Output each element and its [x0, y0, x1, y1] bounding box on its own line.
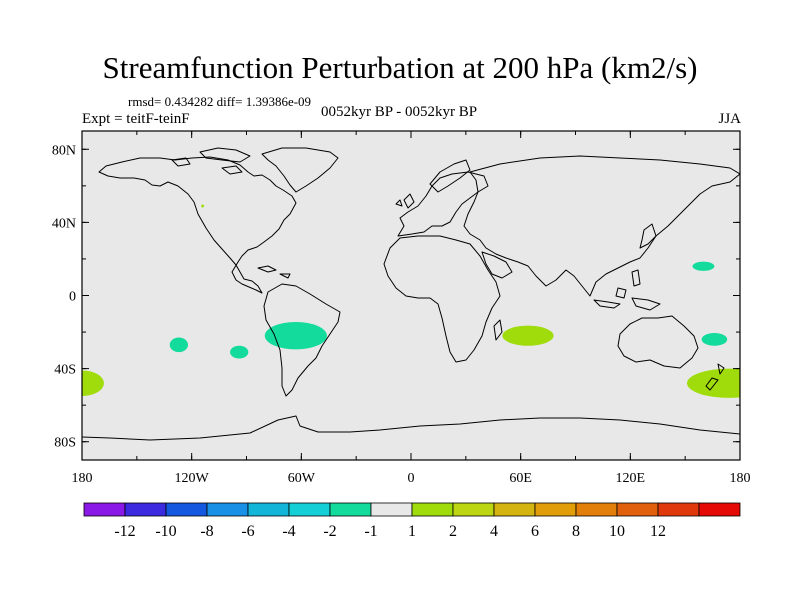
axis-layer: 80N 40N 0 40S 80S 180 120W 60W 0 60E 120E 180 — [52, 131, 751, 486]
lon-tick-label: 60E — [509, 471, 532, 486]
colorbar-swatch — [616, 502, 659, 517]
lat-tick-label: 80N — [52, 143, 76, 158]
colorbar-swatch — [575, 502, 618, 517]
coast-arabia — [481, 251, 513, 279]
coast-asia — [463, 155, 740, 297]
colorbar-label: 10 — [609, 523, 625, 540]
anomaly-southwest-pacific-negative — [701, 332, 728, 346]
lat-tick-label: 80S — [54, 436, 76, 451]
anomaly-east-pacific-negative — [169, 337, 189, 353]
lat-tick-label: 40N — [52, 216, 76, 231]
colorbar-swatch — [493, 502, 536, 517]
colorbar-label: 4 — [490, 523, 498, 540]
colorbar-label: 12 — [650, 523, 666, 540]
stats-subtitle: rmsd= 0.434282 diff= 1.39386e-09 — [128, 94, 312, 109]
anomaly-southeast-pacific-negative — [230, 345, 249, 359]
lon-tick-label: 180 — [730, 471, 751, 486]
coast-new-zealand — [705, 363, 725, 391]
plot-title: Streamfunction Perturbation at 200 hPa (… — [102, 50, 698, 85]
anomaly-layer — [82, 204, 740, 398]
colorbar-swatch — [329, 502, 372, 517]
anomaly-south-indian-positive — [502, 325, 554, 346]
colorbar-swatch — [165, 502, 208, 517]
colorbar-swatch — [657, 502, 700, 517]
coast-british-isles — [395, 193, 415, 209]
colorbar-label: -8 — [200, 523, 213, 540]
colorbar-swatch — [370, 502, 413, 517]
coast-indonesia — [593, 269, 661, 311]
colorbar-label: 6 — [531, 523, 539, 540]
coast-antarctica — [82, 415, 740, 441]
colorbar-label: -4 — [282, 523, 295, 540]
colorbar-label: -1 — [364, 523, 377, 540]
colorbar-label: -12 — [114, 523, 135, 540]
colorbar-swatch — [411, 502, 454, 517]
coast-africa — [383, 235, 501, 363]
anomaly-southwest-pacific-positive-east — [687, 368, 740, 398]
colorbar-swatch — [83, 502, 126, 517]
colorbar-label: 8 — [572, 523, 580, 540]
lon-tick-label: 120W — [175, 471, 210, 486]
lat-tick-label: 0 — [69, 290, 76, 305]
experiment-label: Expt = teitF-teinF — [82, 111, 190, 127]
lon-tick-label: 180 — [72, 471, 93, 486]
colorbar-swatch — [124, 502, 167, 517]
colorbar-swatch — [206, 502, 249, 517]
coast-madagascar — [493, 319, 503, 341]
anomaly-north-pacific-negative — [692, 261, 715, 271]
colorbar: -12 -10 -8 -6 -4 -2 -1 1 2 4 6 8 10 12 — [83, 502, 741, 540]
colorbar-swatch — [534, 502, 577, 517]
colorbar-swatch — [288, 502, 331, 517]
coast-australia — [617, 315, 699, 369]
colorbar-label: -6 — [241, 523, 254, 540]
coast-caribbean — [257, 265, 291, 279]
anomaly-south-america-negative — [264, 322, 327, 350]
coast-scandinavia — [429, 159, 471, 193]
time-range-label: 0052kyr BP - 0052kyr BP — [321, 104, 478, 120]
lat-tick-label: 40S — [54, 363, 76, 378]
colorbar-swatch — [247, 502, 290, 517]
colorbar-label: -2 — [323, 523, 336, 540]
coast-europe — [397, 171, 489, 237]
map-background — [82, 131, 740, 460]
colorbar-swatch — [698, 502, 741, 517]
colorbar-label: 1 — [408, 523, 416, 540]
colorbar-label: 2 — [449, 523, 457, 540]
coast-arctic-islands — [171, 147, 251, 175]
lon-tick-label: 120E — [616, 471, 646, 486]
coast-greenland — [261, 147, 339, 193]
coast-south-america — [263, 283, 341, 397]
lon-tick-label: 60W — [288, 471, 316, 486]
colorbar-swatch — [452, 502, 495, 517]
coast-japan — [639, 223, 657, 249]
lon-tick-label: 0 — [408, 471, 415, 486]
coastline-layer — [82, 147, 740, 441]
anomaly-atlantic-small-positive — [201, 204, 205, 208]
colorbar-label: -10 — [155, 523, 176, 540]
season-label: JJA — [718, 111, 741, 127]
coast-north-america — [98, 156, 297, 294]
anomaly-southeast-pacific-positive-west — [82, 370, 104, 397]
